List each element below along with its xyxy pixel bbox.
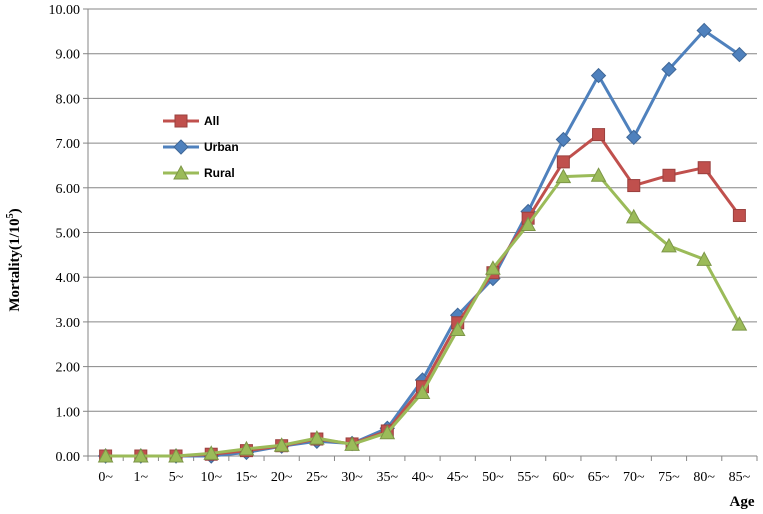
legend-marker bbox=[173, 164, 189, 180]
legend-item-rural: Rural bbox=[163, 164, 235, 180]
y-tick-label: 1.00 bbox=[56, 405, 81, 420]
data-point-rural bbox=[238, 440, 255, 456]
data-point-rural bbox=[379, 424, 396, 440]
legend: All Urban Rural bbox=[163, 114, 239, 180]
data-point-rural bbox=[449, 321, 466, 336]
legend-marker bbox=[174, 114, 188, 128]
data-point-urban bbox=[626, 129, 642, 145]
y-tick-label: 9.00 bbox=[56, 48, 81, 63]
data-point-all bbox=[697, 161, 711, 175]
data-point-rural bbox=[414, 384, 431, 400]
data-point-rural bbox=[661, 237, 677, 253]
x-tick-label: 45~ bbox=[447, 470, 469, 485]
x-axis-ticks: 0~ 1~ 5~ 10~ 15~ 20~ 25~ 30~ 35~ 40~ 45~ 50~ 55~ 60~ 6… bbox=[87, 456, 758, 485]
series-all bbox=[99, 128, 746, 463]
data-point-rural bbox=[731, 316, 748, 331]
x-tick-label: 25~ bbox=[306, 470, 328, 485]
data-point-all bbox=[627, 179, 641, 193]
x-tick-label: 0~ bbox=[98, 470, 113, 485]
x-tick-label: 5~ bbox=[169, 470, 184, 485]
data-point-rural bbox=[590, 167, 607, 182]
data-point-rural bbox=[132, 447, 149, 463]
x-tick-label: 75~ bbox=[658, 470, 680, 485]
data-point-rural bbox=[273, 437, 290, 452]
data-point-rural bbox=[485, 260, 501, 275]
legend-label: Urban bbox=[204, 140, 239, 154]
data-point-rural bbox=[309, 430, 325, 445]
x-tick-label: 30~ bbox=[341, 470, 363, 485]
data-point-rural bbox=[696, 251, 713, 266]
data-point-rural bbox=[97, 447, 114, 463]
legend-label: Rural bbox=[204, 166, 235, 180]
data-point-rural bbox=[203, 445, 220, 460]
series-layer bbox=[97, 22, 748, 464]
data-point-rural bbox=[625, 208, 642, 224]
gridlines bbox=[88, 8, 757, 412]
x-tick-label: 1~ bbox=[134, 470, 149, 485]
y-tick-label: 4.00 bbox=[56, 271, 81, 286]
data-point-urban bbox=[555, 131, 572, 148]
y-tick-label: 10.00 bbox=[49, 3, 81, 18]
y-tick-label: 0.00 bbox=[56, 450, 81, 465]
x-tick-label: 60~ bbox=[553, 470, 575, 485]
x-tick-label: 70~ bbox=[623, 470, 645, 485]
data-point-all bbox=[732, 209, 746, 223]
y-tick-label: 7.00 bbox=[56, 137, 81, 152]
y-tick-label: 2.00 bbox=[56, 361, 81, 376]
x-axis-title: Age bbox=[730, 494, 755, 510]
series-rural bbox=[97, 167, 748, 463]
data-point-urban bbox=[590, 67, 607, 84]
x-tick-label: 15~ bbox=[236, 470, 258, 485]
legend-item-urban: Urban bbox=[163, 139, 239, 155]
x-tick-label: 20~ bbox=[271, 470, 293, 485]
legend-item-all: All bbox=[163, 114, 219, 128]
data-point-urban bbox=[661, 61, 677, 78]
data-point-all bbox=[592, 128, 606, 142]
data-point-rural bbox=[344, 436, 360, 451]
series-line-all bbox=[105, 133, 741, 458]
y-tick-label: 6.00 bbox=[56, 182, 81, 197]
data-point-all bbox=[662, 168, 676, 182]
data-point-rural bbox=[555, 168, 572, 184]
x-tick-label: 40~ bbox=[412, 470, 434, 485]
x-tick-label: 35~ bbox=[377, 470, 399, 485]
y-axis-ticks: 0.00 1.00 2.00 3.00 4.00 5.00 6.00 7.00 8.00 9.00… bbox=[49, 3, 88, 465]
data-point-rural bbox=[520, 216, 536, 231]
x-tick-label: 85~ bbox=[729, 470, 751, 485]
y-axis-title: Mortality(1/105) bbox=[5, 208, 23, 311]
y-tick-label: 5.00 bbox=[56, 227, 81, 242]
data-point-urban bbox=[731, 46, 748, 63]
series-line-rural bbox=[105, 173, 741, 458]
x-tick-label: 50~ bbox=[482, 470, 504, 485]
x-tick-label: 10~ bbox=[200, 470, 222, 485]
data-point-rural bbox=[168, 447, 184, 463]
legend-marker bbox=[173, 139, 189, 155]
x-tick-label: 55~ bbox=[517, 470, 539, 485]
data-point-urban bbox=[696, 22, 712, 39]
data-point-all bbox=[556, 155, 570, 169]
x-tick-label: 80~ bbox=[693, 470, 715, 485]
x-tick-label: 65~ bbox=[588, 470, 610, 485]
y-tick-label: 8.00 bbox=[56, 92, 81, 107]
legend-label: All bbox=[204, 114, 219, 128]
y-tick-label: 3.00 bbox=[56, 316, 81, 331]
